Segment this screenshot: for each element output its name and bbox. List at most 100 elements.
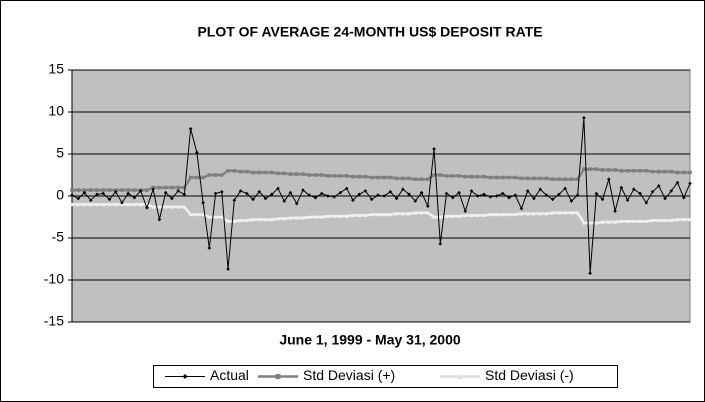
data-point <box>426 211 430 215</box>
data-point <box>538 187 542 192</box>
data-point <box>438 215 443 219</box>
data-point <box>444 214 449 218</box>
data-point <box>95 188 99 192</box>
data-point <box>594 191 599 196</box>
data-point <box>113 202 118 207</box>
data-point <box>426 204 430 208</box>
data-point <box>469 189 474 193</box>
data-point <box>575 193 580 197</box>
data-point <box>582 221 586 225</box>
data-point <box>351 174 355 179</box>
data-point <box>444 174 449 178</box>
data-point <box>607 168 611 172</box>
data-point <box>282 216 287 221</box>
data-point <box>213 191 218 196</box>
data-point <box>357 174 361 179</box>
data-point <box>351 213 355 218</box>
data-point <box>500 175 505 180</box>
data-point <box>107 188 112 192</box>
data-point <box>638 191 642 196</box>
data-point <box>357 213 361 218</box>
data-point <box>369 175 374 180</box>
data-point <box>132 195 137 200</box>
data-point <box>394 176 399 181</box>
data-point <box>151 187 155 192</box>
data-point <box>170 196 174 201</box>
data-point <box>301 216 305 220</box>
data-point <box>107 197 112 202</box>
data-point <box>132 188 137 192</box>
data-point <box>538 176 542 181</box>
data-point <box>163 190 168 195</box>
data-point <box>263 196 268 201</box>
data-point <box>619 185 624 190</box>
data-point <box>513 193 518 197</box>
data-point <box>656 184 661 188</box>
legend-marker <box>275 374 281 379</box>
series-line <box>72 167 690 192</box>
chart-title: PLOT OF AVERAGE 24-MONTH US$ DEPOSIT RAT… <box>197 24 542 40</box>
data-point <box>319 215 324 219</box>
data-point <box>313 215 318 219</box>
data-point <box>338 190 343 195</box>
data-point <box>644 219 649 223</box>
data-point <box>513 212 518 217</box>
data-point <box>363 189 368 193</box>
data-point <box>401 187 405 192</box>
data-point <box>232 219 237 223</box>
data-point <box>151 205 155 209</box>
data-point <box>113 190 118 194</box>
data-point <box>681 195 686 200</box>
data-point <box>507 195 511 200</box>
data-point <box>457 190 461 195</box>
data-point <box>238 189 243 193</box>
data-point <box>282 199 287 203</box>
data-point <box>669 189 674 193</box>
data-point <box>500 212 505 217</box>
data-point <box>519 211 524 216</box>
data-point <box>663 218 667 223</box>
data-point <box>294 201 299 206</box>
data-point <box>145 188 149 192</box>
data-point <box>207 173 212 177</box>
data-point <box>569 199 574 203</box>
data-point <box>432 173 436 177</box>
data-point <box>120 188 124 192</box>
data-point <box>500 191 505 196</box>
data-point <box>488 212 493 217</box>
data-point <box>344 186 349 191</box>
data-point <box>401 211 405 216</box>
data-point <box>226 219 230 223</box>
data-point <box>126 191 130 196</box>
data-point <box>482 174 486 179</box>
data-point <box>494 212 499 217</box>
data-point <box>632 187 636 192</box>
y-tick-label: -5 <box>52 229 65 245</box>
data-point <box>70 188 74 192</box>
data-point <box>232 198 237 202</box>
data-point <box>563 177 567 181</box>
data-point <box>101 188 106 192</box>
data-point <box>419 190 424 195</box>
data-point <box>157 217 162 222</box>
data-point <box>494 175 499 180</box>
data-point <box>376 193 380 197</box>
data-point <box>600 220 605 224</box>
legend-label: Std Deviasi (-) <box>485 367 574 383</box>
data-point <box>301 172 305 176</box>
data-point <box>575 211 580 215</box>
data-point <box>569 211 574 215</box>
data-point <box>188 127 193 131</box>
data-point <box>244 191 249 196</box>
data-point <box>650 169 655 174</box>
data-point <box>450 214 455 218</box>
data-point <box>563 211 567 215</box>
data-point <box>357 192 361 197</box>
data-point <box>276 171 280 176</box>
y-tick-label: 10 <box>48 103 64 119</box>
legend <box>153 365 618 388</box>
data-point <box>269 192 274 197</box>
data-point <box>681 217 686 222</box>
data-point <box>176 205 180 209</box>
